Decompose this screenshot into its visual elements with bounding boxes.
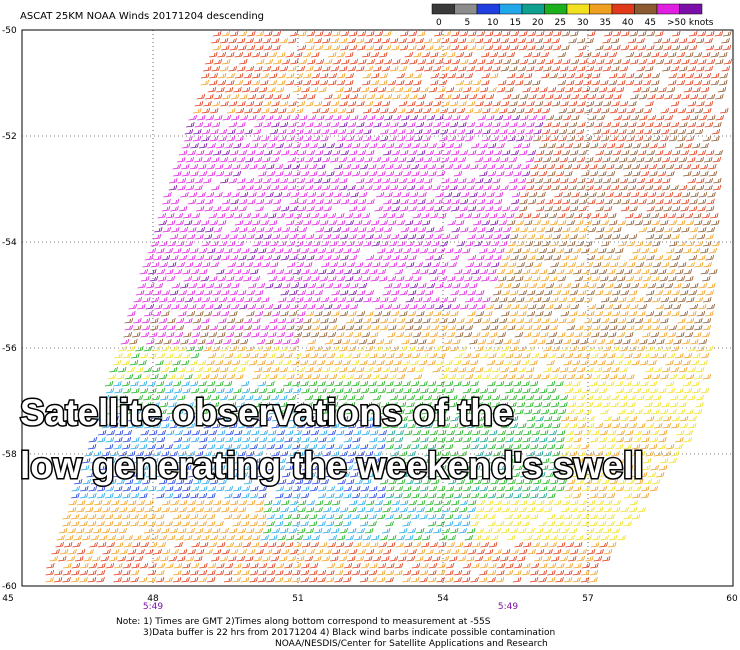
map-frame — [21, 29, 734, 587]
lat-label: -54 — [2, 238, 17, 248]
legend-swatch — [431, 3, 455, 15]
legend-label: 0 — [436, 18, 442, 28]
legend-label: 30 — [577, 18, 589, 28]
legend-label: 20 — [532, 18, 544, 28]
title: ASCAT 25KM NOAA Winds 20171204 descendin… — [20, 11, 264, 22]
lat-label: -56 — [2, 344, 17, 354]
lon-label: 60 — [726, 594, 738, 604]
legend-label: 25 — [555, 18, 566, 28]
barb-group — [71, 380, 476, 541]
note-line: NOAA/NESDIS/Center for Satellite Applica… — [275, 639, 548, 649]
legend-swatch — [589, 3, 613, 15]
barb-group — [71, 415, 387, 499]
barb-group — [104, 345, 568, 541]
wind-barbs — [45, 30, 732, 583]
lon-label: 54 — [437, 594, 449, 604]
overlay-line: low generating the weekend's swell — [20, 445, 644, 486]
barb-group — [107, 345, 714, 541]
legend-label: 40 — [622, 18, 634, 28]
lat-label: -60 — [2, 582, 17, 592]
legend-swatch — [454, 3, 478, 15]
barb-group — [45, 30, 720, 583]
barb-group — [120, 114, 546, 345]
legend-swatch — [566, 3, 590, 15]
axis-labels: -50 -52 -54 -56 -58 -60 45 48 51 54 57 60 5:49 5:49 — [2, 26, 738, 612]
note-line: 3)Data buffer is 22 hrs from 20171204 4)… — [143, 628, 555, 638]
note-line: Note: 1) Times are GMT 2)Times along bot… — [116, 617, 491, 627]
grid — [22, 30, 733, 586]
barb-group — [385, 415, 557, 499]
legend-swatch — [544, 3, 568, 15]
legend-swatch — [634, 3, 658, 15]
legend-label: >50 knots — [667, 18, 714, 28]
legend-swatch — [521, 3, 545, 15]
legend-swatch — [611, 3, 635, 15]
color-legend: 0 5 10 15 20 25 30 35 40 45 >50 knots — [431, 3, 714, 28]
legend-label: 45 — [645, 18, 656, 28]
legend-swatch — [679, 3, 703, 15]
lon-label: 48 — [147, 594, 159, 604]
lat-label: -52 — [2, 132, 17, 142]
lon-label: 45 — [2, 594, 13, 604]
lat-label: -50 — [2, 26, 17, 36]
overlay-line: Satellite observations of the — [20, 392, 513, 433]
lat-label: -58 — [2, 450, 17, 460]
barb-group — [145, 114, 544, 310]
legend-swatch — [656, 3, 680, 15]
barb-group — [123, 30, 732, 345]
legend-label: 10 — [487, 18, 499, 28]
barb-group — [45, 30, 732, 583]
legend-label: 15 — [510, 18, 521, 28]
legend-label: 5 — [465, 18, 471, 28]
legend-swatch — [499, 3, 523, 15]
time-label: 5:49 — [143, 602, 163, 612]
lon-label: 57 — [582, 594, 593, 604]
legend-swatch — [476, 3, 500, 15]
legend-label: 35 — [600, 18, 611, 28]
lon-label: 51 — [292, 594, 303, 604]
time-label: 5:49 — [498, 602, 518, 612]
